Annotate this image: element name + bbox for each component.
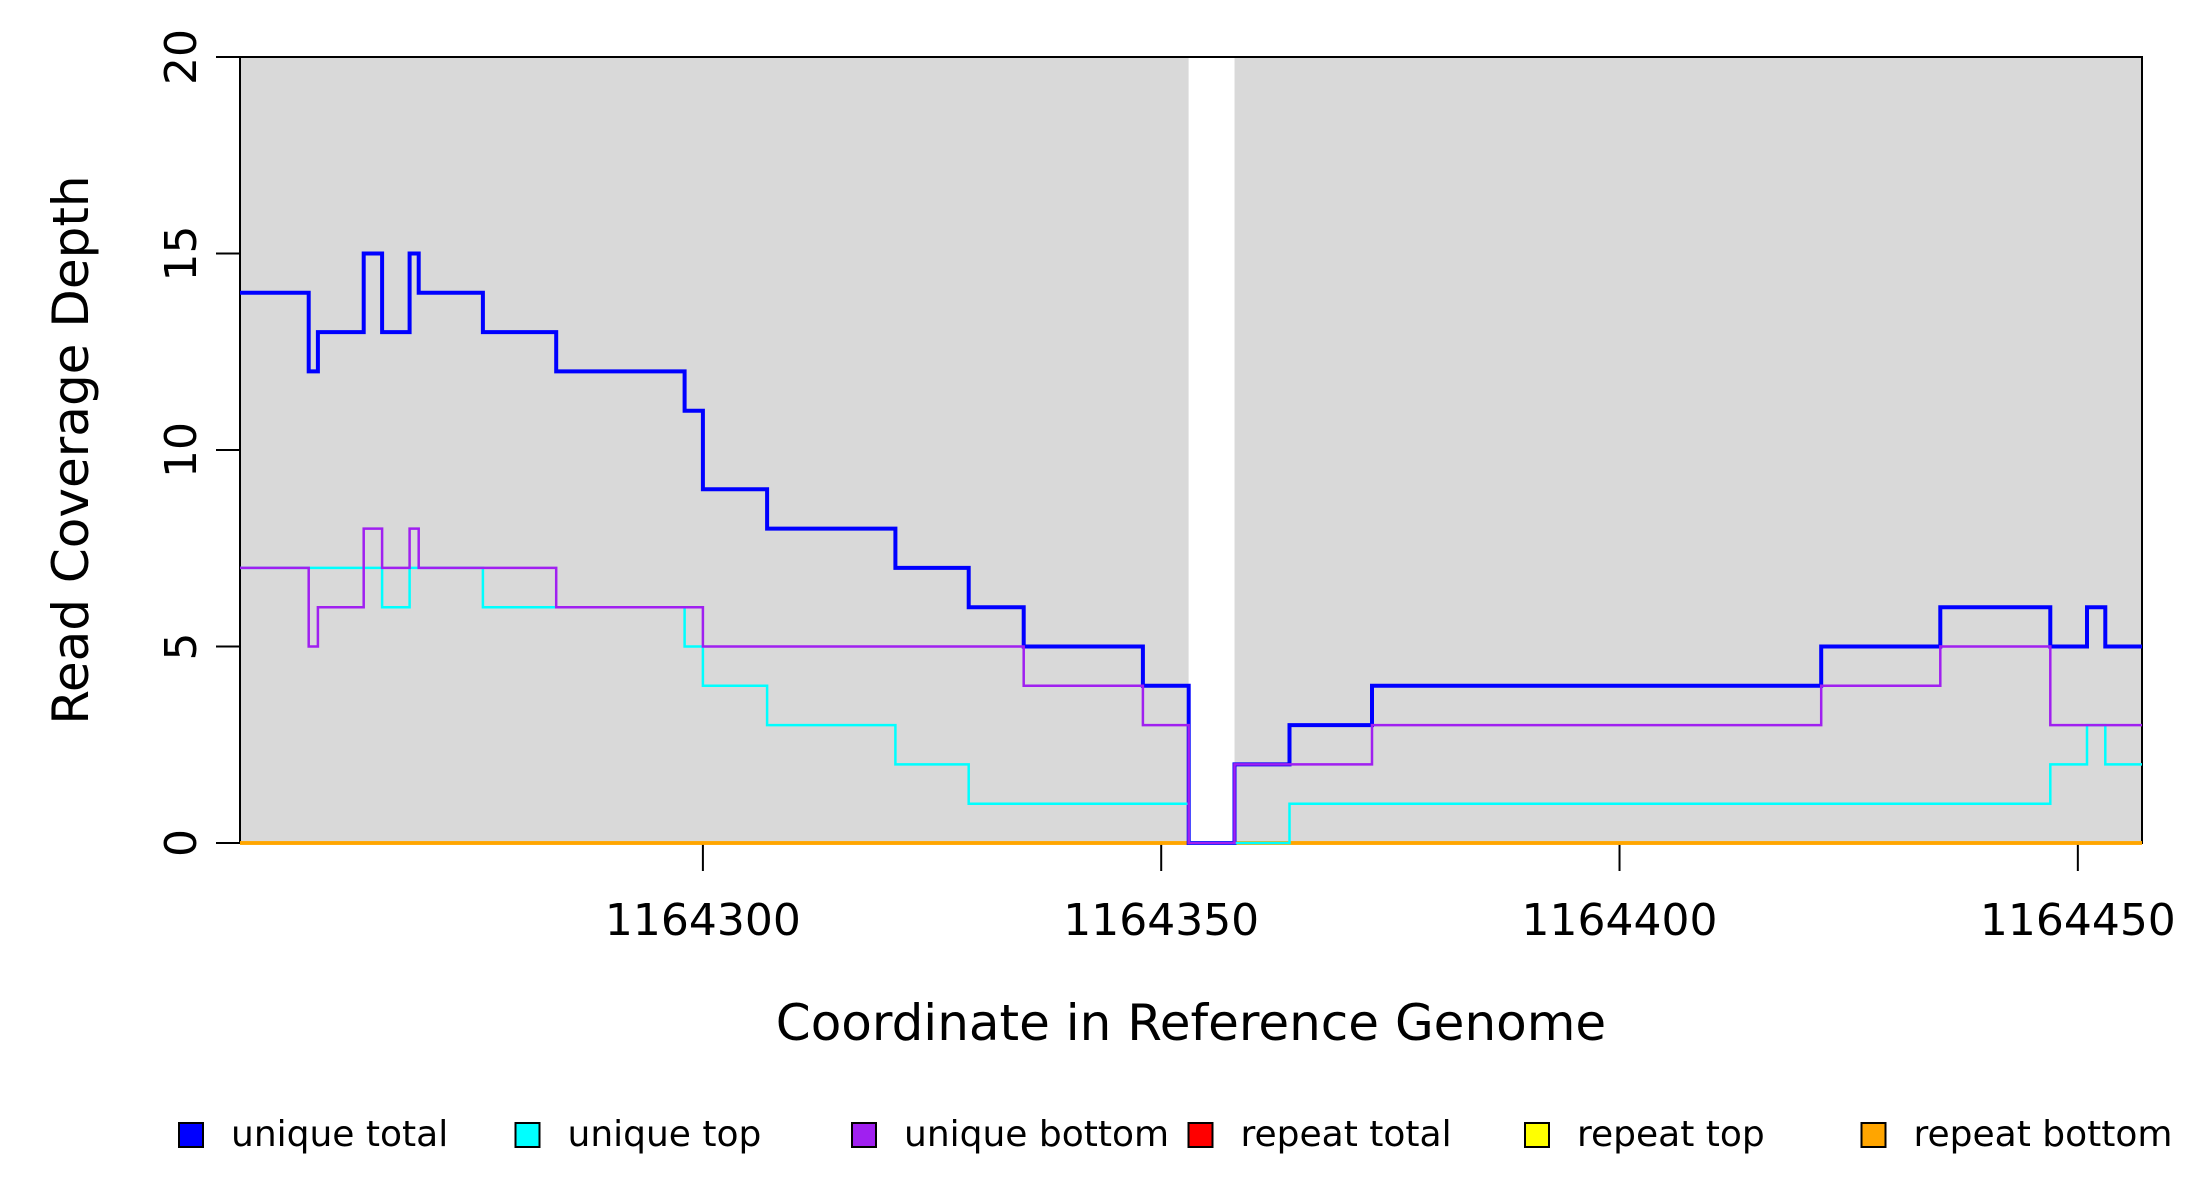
y-tick-label: 5 xyxy=(156,633,207,661)
legend-swatch-repeat-top xyxy=(1524,1122,1550,1148)
legend-swatch-repeat-total xyxy=(1187,1122,1214,1148)
series-line-unique-total xyxy=(240,251,2142,845)
legend-label-repeat-bottom: repeat bottom xyxy=(1914,1114,2173,1155)
y-tick-label: 20 xyxy=(156,29,207,85)
plot-background-left xyxy=(240,57,1189,843)
series-line-unique-bottom xyxy=(240,527,2142,845)
y-tick-label: 15 xyxy=(156,226,207,282)
legend-swatch-repeat-bottom xyxy=(1860,1122,1887,1148)
legend-label-unique-top: unique top xyxy=(568,1114,762,1155)
legend-label-repeat-top: repeat top xyxy=(1577,1114,1765,1155)
x-tick-label: 1164300 xyxy=(605,895,801,946)
y-tick-label: 10 xyxy=(156,422,207,478)
legend-swatch-unique-bottom xyxy=(851,1122,877,1148)
legend-label-repeat-total: repeat total xyxy=(1241,1114,1452,1155)
x-tick-label: 1164450 xyxy=(1980,895,2176,946)
legend-swatch-unique-total xyxy=(178,1122,204,1148)
legend-label-unique-bottom: unique bottom xyxy=(904,1114,1169,1155)
x-tick-label: 1164350 xyxy=(1063,895,1259,946)
legend-swatch-unique-top xyxy=(514,1122,541,1148)
plot-background-right xyxy=(1234,57,2142,843)
y-tick-label: 0 xyxy=(156,829,207,857)
x-axis-title: Coordinate in Reference Genome xyxy=(776,994,1606,1052)
y-axis-title: Read Coverage Depth xyxy=(42,175,100,724)
coverage-gap-band xyxy=(1188,57,1235,843)
legend-label-unique-total: unique total xyxy=(231,1114,448,1155)
x-tick-label: 1164400 xyxy=(1522,895,1718,946)
